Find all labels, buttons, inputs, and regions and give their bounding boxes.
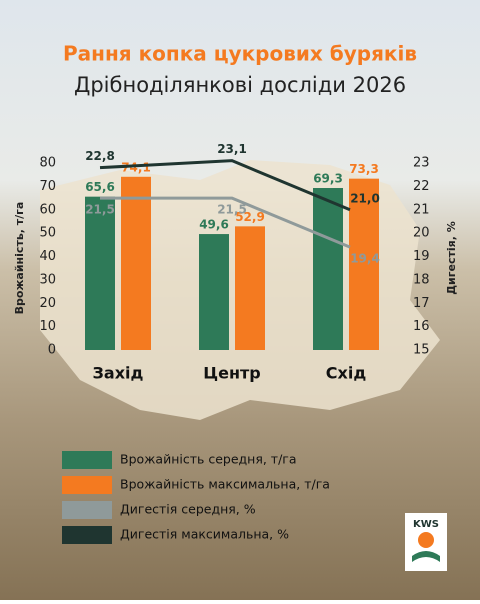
data-label: 73,3: [349, 162, 379, 176]
legend-label: Дигестія середня, %: [120, 502, 256, 517]
legend-swatch: [62, 451, 112, 469]
x-tick-label: Схід: [326, 364, 367, 383]
data-label: 52,9: [235, 210, 265, 224]
legend-swatch: [62, 501, 112, 519]
y2-tick-label: 16: [413, 319, 430, 334]
y-axis-label: Врожайність, т/га: [13, 202, 26, 315]
y2-tick-label: 20: [413, 226, 430, 241]
data-label: 21,0: [350, 191, 380, 205]
data-label: 21,5: [85, 203, 115, 217]
y2-tick-label: 18: [413, 272, 430, 287]
y-tick-label: 70: [39, 179, 56, 194]
x-tick-label: Центр: [203, 364, 260, 383]
y-tick-label: 10: [39, 319, 56, 334]
y-tick-label: 30: [39, 272, 56, 287]
logo-circle: [418, 532, 434, 548]
y2-tick-label: 23: [413, 156, 430, 171]
logo-swoosh: [412, 551, 440, 562]
y-tick-label: 80: [39, 156, 56, 171]
x-tick-label: Захід: [93, 364, 144, 383]
line: [99, 159, 351, 212]
legend-swatch: [62, 526, 112, 544]
y2-tick-label: 15: [413, 343, 430, 358]
data-label: 65,6: [85, 180, 115, 194]
bar: [199, 234, 229, 350]
bar: [349, 178, 379, 350]
y-tick-label: 40: [39, 249, 56, 264]
bar: [313, 188, 343, 350]
y-tick-label: 20: [39, 296, 56, 311]
bar: [235, 226, 265, 350]
bar: [121, 176, 151, 350]
bar: [85, 196, 115, 350]
data-label: 22,8: [85, 149, 115, 163]
data-label: 21,5: [217, 203, 247, 217]
chart-subtitle: Дрібноділянкові досліди 2026: [74, 73, 406, 97]
y2-tick-label: 17: [413, 296, 430, 311]
legend-label: Врожайність середня, т/га: [120, 452, 297, 467]
data-label: 49,6: [199, 218, 229, 232]
y-tick-label: 0: [48, 343, 56, 358]
y2-tick-label: 19: [413, 249, 430, 264]
chart-title: Рання копка цукрових буряків: [63, 42, 417, 66]
data-label: 23,1: [217, 142, 247, 156]
y2-tick-label: 22: [413, 179, 430, 194]
legend-swatch: [62, 476, 112, 494]
line: [100, 196, 351, 249]
y-tick-label: 60: [39, 202, 56, 217]
data-label: 69,3: [313, 172, 343, 186]
legend-label: Дигестія максимальна, %: [120, 527, 289, 542]
y-tick-label: 50: [39, 226, 56, 241]
data-label: 19,4: [350, 252, 380, 266]
y2-axis-label: Дигестія, %: [445, 221, 458, 294]
data-label: 74,1: [121, 160, 151, 174]
legend-label: Врожайність максимальна, т/га: [120, 477, 330, 492]
logo-text: KWS: [413, 519, 439, 530]
y2-tick-label: 21: [413, 202, 430, 217]
